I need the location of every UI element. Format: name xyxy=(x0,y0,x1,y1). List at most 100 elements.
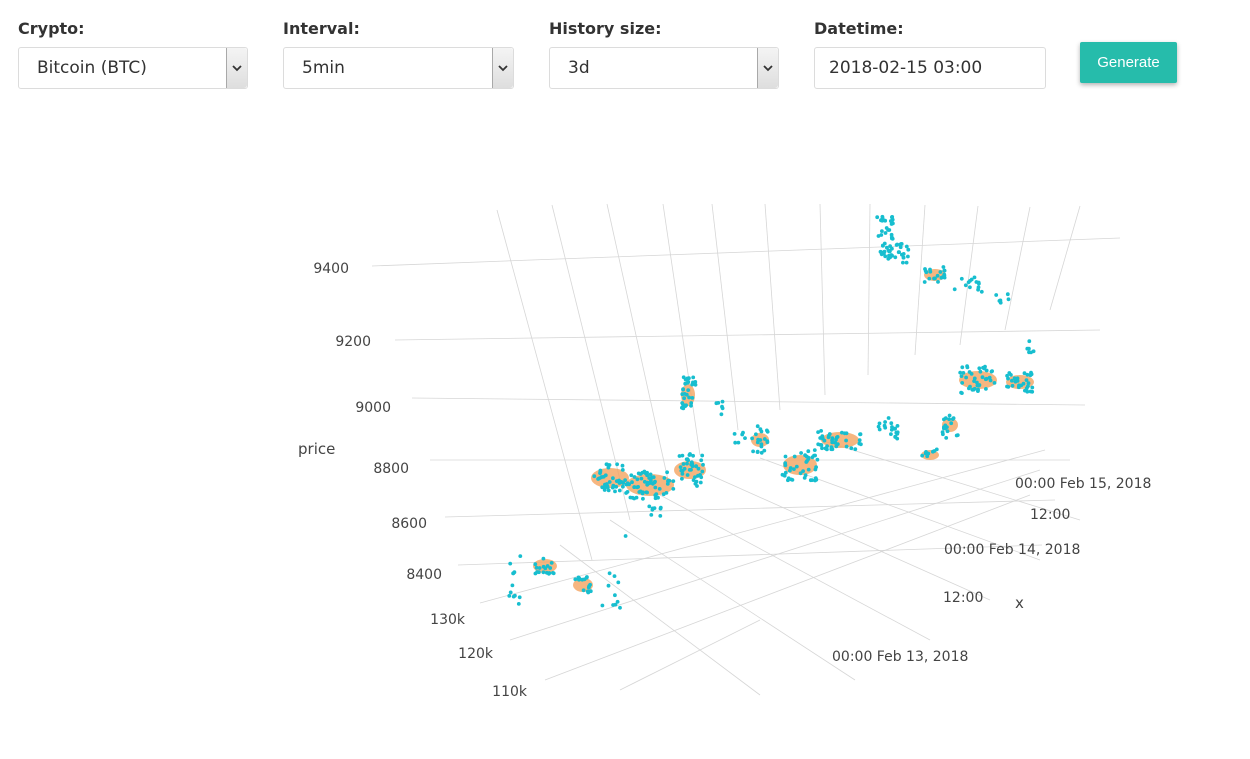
data-point xyxy=(614,484,619,489)
data-point xyxy=(693,382,698,387)
data-point xyxy=(658,514,663,518)
data-point xyxy=(799,451,803,455)
chevron-down-icon[interactable] xyxy=(492,48,513,88)
data-point xyxy=(812,448,817,452)
data-point xyxy=(720,399,725,404)
grid-line xyxy=(914,204,926,356)
data-point xyxy=(977,366,982,371)
z-tick-label: 9400 xyxy=(313,261,349,277)
data-point xyxy=(537,566,542,570)
data-point xyxy=(686,388,691,392)
data-point xyxy=(922,280,927,284)
data-point xyxy=(976,387,980,392)
data-point xyxy=(636,471,641,476)
data-point xyxy=(950,417,955,421)
data-point xyxy=(598,469,603,474)
chevron-down-icon[interactable] xyxy=(757,48,778,88)
history-size-select[interactable]: 3d xyxy=(549,47,779,89)
data-point xyxy=(1027,346,1031,351)
data-point xyxy=(875,215,880,220)
data-point xyxy=(586,585,591,590)
history-size-field: History size: 3d xyxy=(549,18,779,89)
data-point xyxy=(877,421,882,426)
data-point xyxy=(1005,384,1009,389)
data-point xyxy=(699,475,704,480)
data-point xyxy=(958,370,963,375)
data-point xyxy=(889,421,894,426)
grid-line xyxy=(479,449,1046,604)
data-point xyxy=(1022,371,1027,376)
data-point xyxy=(689,462,694,467)
data-point xyxy=(1010,383,1015,388)
data-point xyxy=(680,472,685,476)
data-point xyxy=(516,602,521,606)
data-point xyxy=(653,485,658,490)
data-point xyxy=(1006,376,1010,381)
data-point xyxy=(786,476,791,481)
data-point xyxy=(804,454,809,459)
grid-line xyxy=(509,469,1041,641)
data-point xyxy=(648,472,653,477)
data-point xyxy=(899,242,903,246)
data-point xyxy=(960,365,965,370)
generate-button[interactable]: Generate xyxy=(1080,42,1177,83)
data-point xyxy=(901,255,906,260)
data-point xyxy=(687,395,691,400)
data-point xyxy=(904,244,909,249)
data-point xyxy=(890,215,894,220)
data-point xyxy=(857,441,862,446)
data-point xyxy=(947,417,951,422)
data-point xyxy=(972,275,977,280)
grid-line xyxy=(959,205,979,346)
data-point xyxy=(979,289,984,294)
data-point xyxy=(844,431,849,436)
data-point xyxy=(585,575,589,579)
datetime-input[interactable] xyxy=(814,47,1046,89)
data-point xyxy=(549,561,554,565)
data-point xyxy=(806,467,811,472)
data-point xyxy=(662,476,667,480)
history-size-label: History size: xyxy=(549,19,662,38)
data-point xyxy=(803,473,808,478)
data-point xyxy=(1019,383,1024,388)
data-point xyxy=(548,566,553,570)
data-point xyxy=(893,255,898,260)
chevron-down-icon[interactable] xyxy=(226,48,247,88)
data-point xyxy=(944,436,949,440)
crypto-select[interactable]: Bitcoin (BTC) xyxy=(18,47,248,89)
data-point xyxy=(545,564,550,568)
data-point xyxy=(599,475,604,480)
data-point xyxy=(792,467,796,471)
data-point xyxy=(890,425,894,429)
data-point xyxy=(820,434,825,439)
data-point xyxy=(691,478,696,482)
interval-select[interactable]: 5min xyxy=(283,47,514,89)
data-point xyxy=(620,468,625,472)
data-point xyxy=(651,475,656,480)
data-point xyxy=(891,221,895,226)
data-point xyxy=(630,480,634,485)
data-point xyxy=(879,218,883,223)
data-point xyxy=(1030,385,1035,390)
grid-line xyxy=(496,209,593,561)
data-point xyxy=(698,480,703,485)
data-point xyxy=(765,440,770,445)
data-point xyxy=(755,440,760,445)
data-point xyxy=(968,285,972,290)
data-point xyxy=(1031,349,1036,354)
grid-line xyxy=(619,619,761,691)
grid-line xyxy=(371,237,1121,267)
data-point xyxy=(889,235,894,240)
data-point xyxy=(534,565,539,570)
grid-line xyxy=(1049,205,1081,311)
data-point xyxy=(551,571,556,576)
data-point xyxy=(615,462,619,467)
data-point xyxy=(689,403,693,408)
data-point xyxy=(518,554,523,558)
data-point xyxy=(596,477,600,481)
data-point xyxy=(607,571,612,576)
data-point xyxy=(751,449,755,454)
x-tick-label: 00:00 Feb 13, 2018 xyxy=(832,649,968,665)
data-point xyxy=(1024,378,1029,382)
